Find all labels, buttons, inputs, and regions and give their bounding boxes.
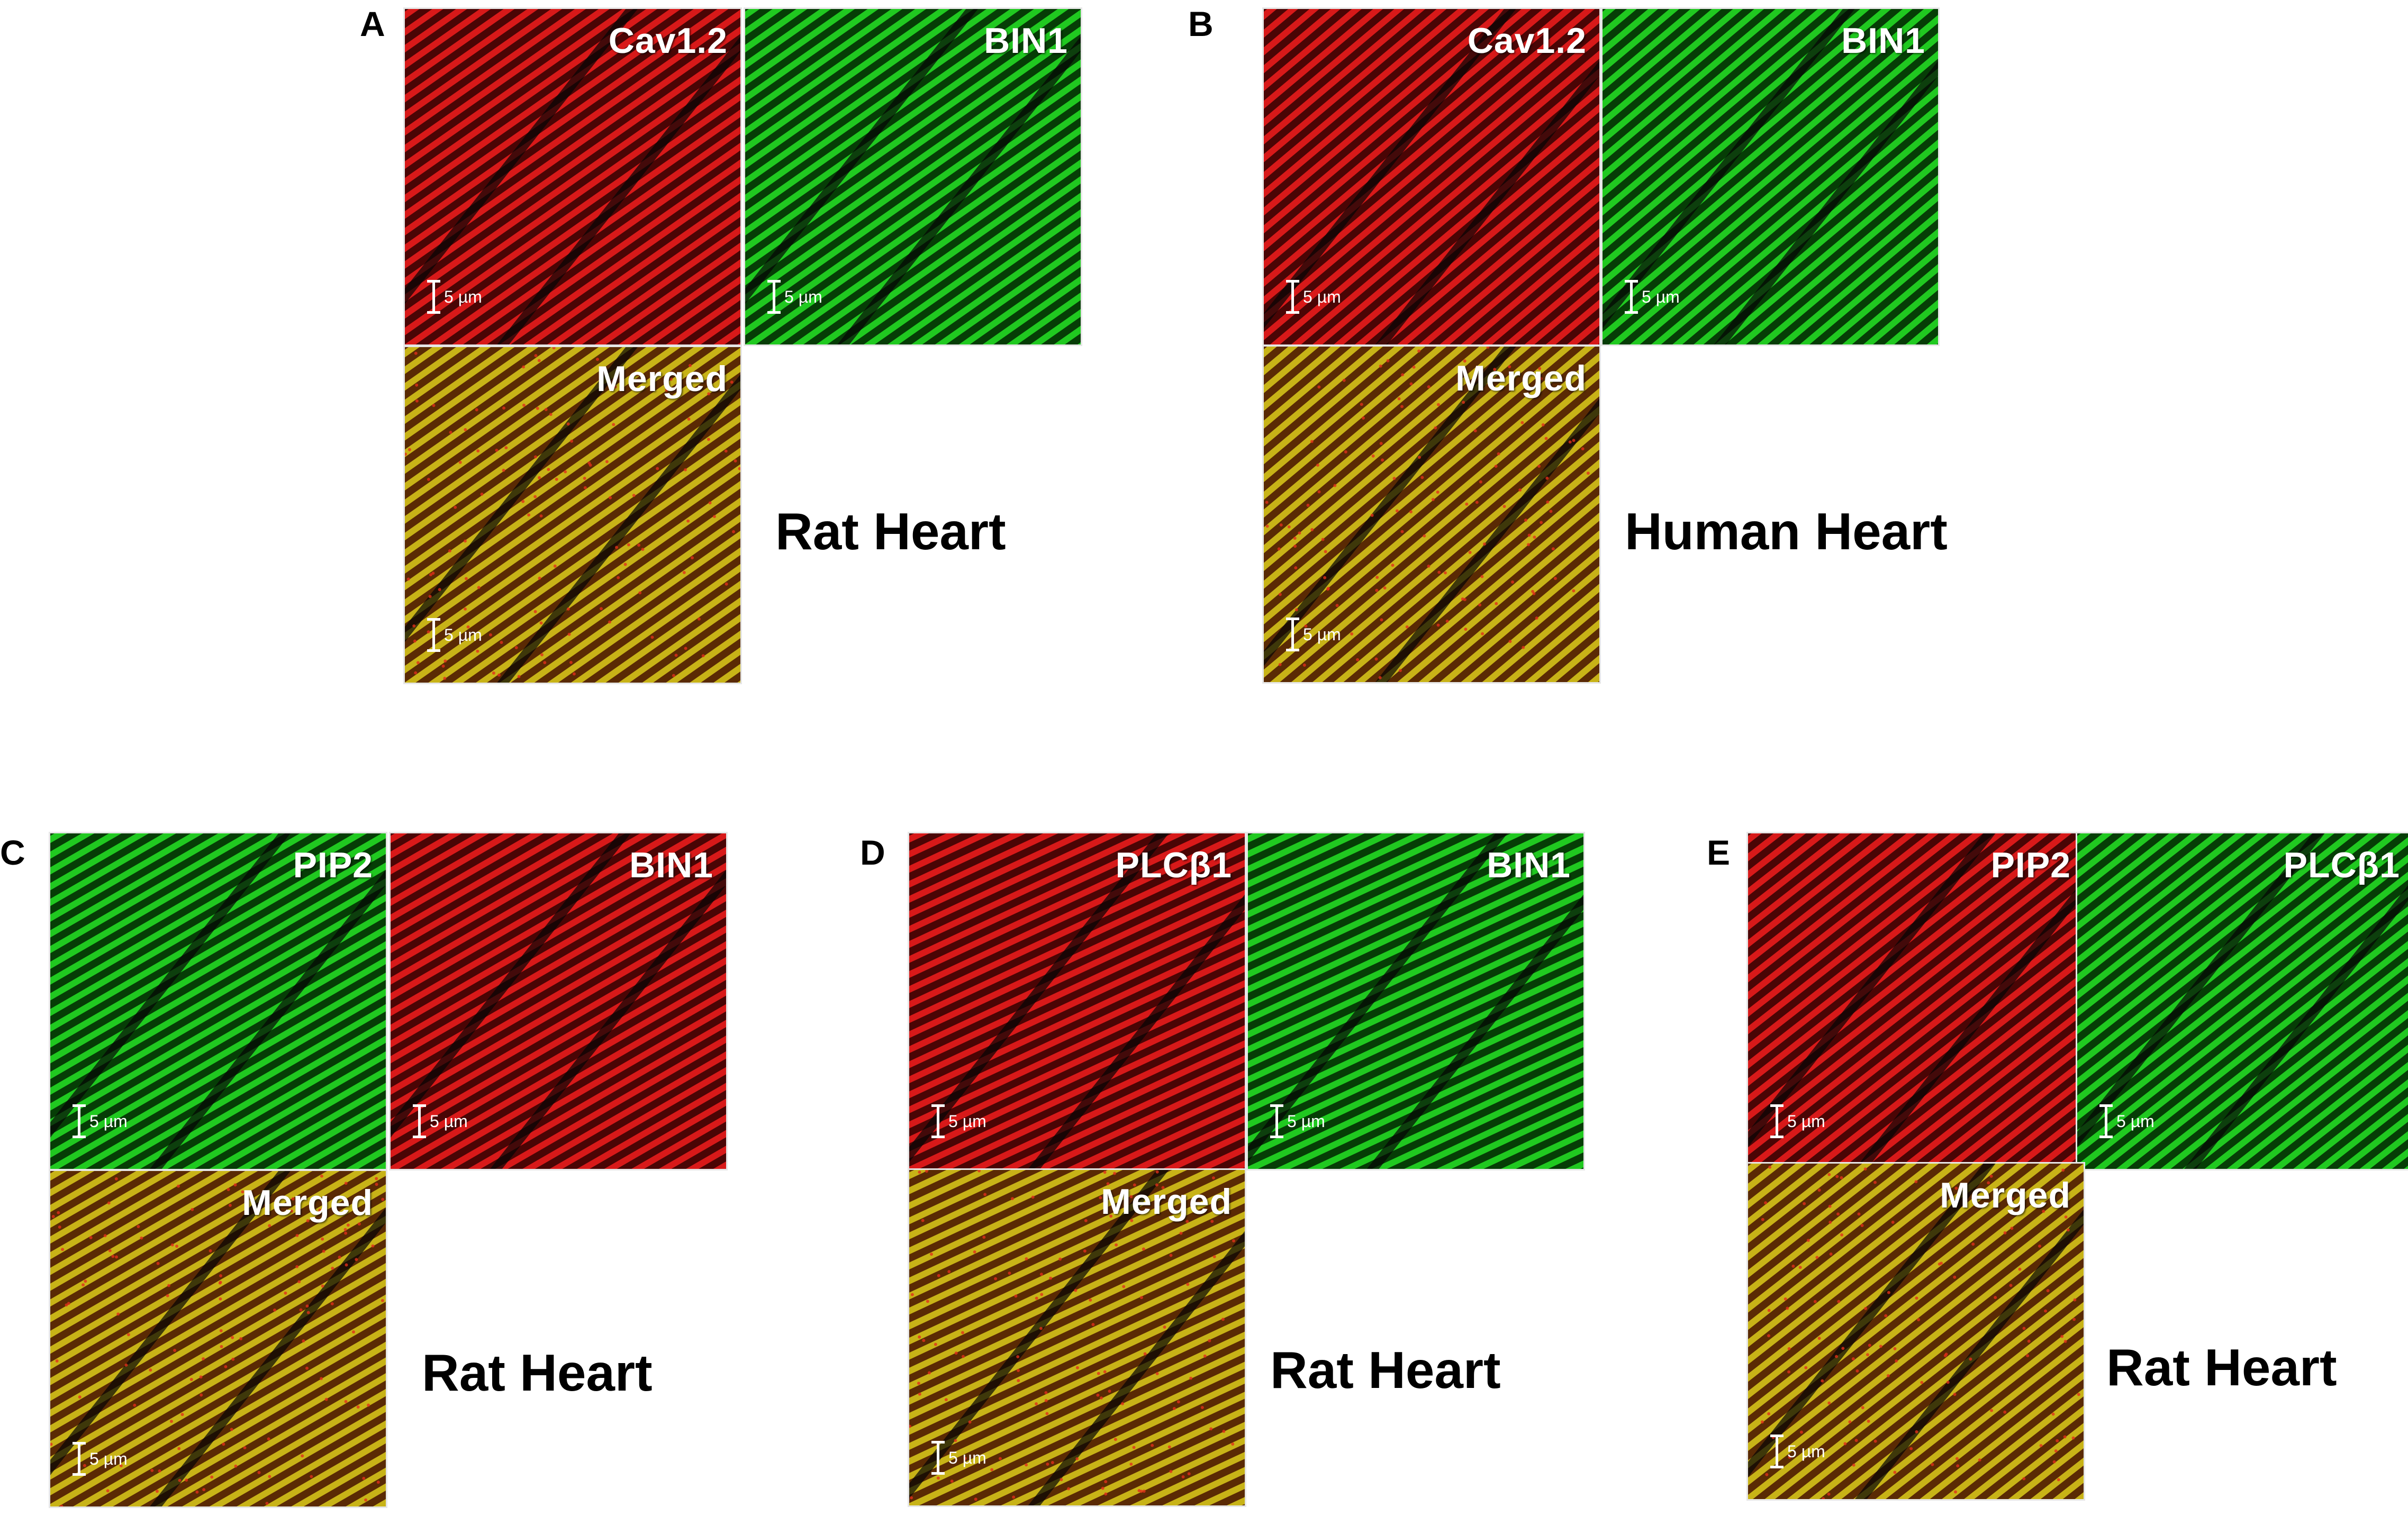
scale-text: 5 µm xyxy=(1303,287,1341,306)
image-label: BIN1 xyxy=(1841,21,1925,61)
scale-text: 5 µm xyxy=(430,1112,468,1131)
image-label: BIN1 xyxy=(629,845,713,885)
micrograph: PIP2 5 µm xyxy=(49,832,387,1170)
species-label: Rat Heart xyxy=(1270,1341,1501,1399)
micrograph: PLCβ1 5 µm xyxy=(2076,832,2408,1170)
scale-text: 5 µm xyxy=(948,1112,986,1131)
scale-bar: 5 µm xyxy=(1770,1104,1839,1138)
scale-bar: 5 µm xyxy=(767,280,836,314)
striation-texture xyxy=(1264,9,1599,344)
image-label: PLCβ1 xyxy=(1115,845,1232,885)
striation-texture xyxy=(1748,833,2084,1169)
micrograph: PIP2 5 µm xyxy=(1746,832,2085,1170)
image-label: Cav1.2 xyxy=(1467,21,1587,61)
striation-texture xyxy=(909,1170,1245,1505)
panel-letter: B xyxy=(1188,4,1214,43)
scale-text: 5 µm xyxy=(1787,1442,1825,1461)
image-label: Merged xyxy=(1455,358,1587,398)
micrograph: BIN1 5 µm xyxy=(1246,832,1585,1170)
scale-bar: 5 µm xyxy=(1270,1104,1339,1138)
image-label: Merged xyxy=(1101,1182,1232,1222)
micrograph: Merged 5 µm xyxy=(908,1168,1246,1507)
striation-texture xyxy=(1264,347,1599,682)
scale-bar: 5 µm xyxy=(931,1104,1000,1138)
micrograph: BIN1 5 µm xyxy=(389,832,728,1170)
striation-texture xyxy=(405,347,740,683)
scale-text: 5 µm xyxy=(444,625,482,644)
image-label: Cav1.2 xyxy=(608,21,728,61)
panel-letter: D xyxy=(860,833,885,872)
micrograph: Merged 5 µm xyxy=(49,1169,387,1508)
scale-bar: 5 µm xyxy=(931,1441,1000,1475)
striation-texture xyxy=(2077,833,2408,1169)
image-label: PIP2 xyxy=(293,845,373,885)
micrograph: PLCβ1 5 µm xyxy=(908,832,1246,1170)
panel-letter: E xyxy=(1707,833,1731,872)
scale-bar: 5 µm xyxy=(1286,618,1355,651)
image-label: PIP2 xyxy=(1990,845,2071,885)
scale-bar: 5 µm xyxy=(427,280,496,314)
scale-bar: 5 µm xyxy=(73,1442,141,1476)
scale-text: 5 µm xyxy=(948,1448,986,1467)
panel-letter: C xyxy=(0,833,25,872)
scale-text: 5 µm xyxy=(89,1112,128,1131)
image-label: BIN1 xyxy=(984,21,1068,61)
species-label: Rat Heart xyxy=(2106,1338,2337,1396)
scale-text: 5 µm xyxy=(2116,1112,2154,1131)
micrograph: Merged 5 µm xyxy=(403,346,742,684)
micrograph: Merged 5 µm xyxy=(1262,345,1601,684)
scale-bar: 5 µm xyxy=(1625,280,1694,314)
scale-bar: 5 µm xyxy=(73,1104,141,1138)
striation-texture xyxy=(391,833,726,1169)
striation-texture xyxy=(909,833,1245,1169)
striation-texture xyxy=(1248,833,1583,1169)
scale-text: 5 µm xyxy=(1303,625,1341,644)
micrograph: Cav1.2 5 µm xyxy=(403,7,742,346)
micrograph: Merged 5 µm xyxy=(1746,1162,2085,1501)
scale-bar: 5 µm xyxy=(2099,1104,2168,1138)
micrograph: BIN1 5 µm xyxy=(744,7,1082,346)
image-label: Merged xyxy=(242,1183,373,1223)
species-label: Human Heart xyxy=(1625,502,1948,560)
striation-texture xyxy=(1748,1164,2084,1499)
image-label: BIN1 xyxy=(1487,845,1571,885)
scale-bar: 5 µm xyxy=(427,618,496,652)
striation-texture xyxy=(50,833,386,1169)
striation-texture xyxy=(1603,9,1938,344)
scale-bar: 5 µm xyxy=(1770,1435,1839,1468)
micrograph: Cav1.2 5 µm xyxy=(1262,7,1601,346)
scale-text: 5 µm xyxy=(784,287,822,306)
image-label: Merged xyxy=(596,359,728,399)
striation-texture xyxy=(50,1171,386,1506)
scale-bar: 5 µm xyxy=(1286,280,1355,314)
scale-bar: 5 µm xyxy=(413,1104,482,1138)
striation-texture xyxy=(405,9,740,344)
species-label: Rat Heart xyxy=(775,502,1006,560)
scale-text: 5 µm xyxy=(89,1449,128,1468)
scale-text: 5 µm xyxy=(1787,1112,1825,1131)
scale-text: 5 µm xyxy=(1642,287,1680,306)
scale-text: 5 µm xyxy=(1287,1112,1325,1131)
scale-text: 5 µm xyxy=(444,287,482,306)
micrograph: BIN1 5 µm xyxy=(1601,7,1940,346)
image-label: Merged xyxy=(1940,1175,2071,1215)
panel-letter: A xyxy=(360,4,385,43)
species-label: Rat Heart xyxy=(422,1343,653,1402)
striation-texture xyxy=(745,9,1081,344)
image-label: PLCβ1 xyxy=(2283,845,2400,885)
